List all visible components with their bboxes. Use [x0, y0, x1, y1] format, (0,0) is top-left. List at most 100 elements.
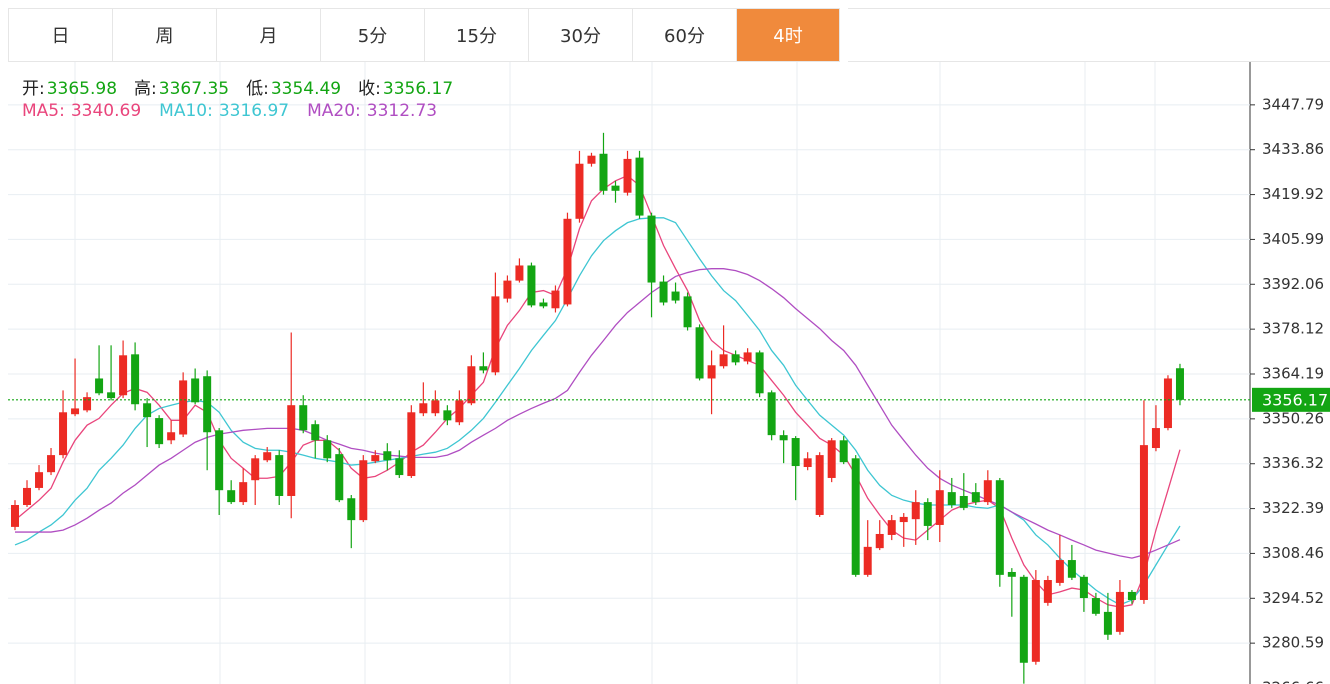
y-tick-label: 3266.66	[1262, 679, 1324, 684]
tab[interactable]: 15分	[424, 9, 528, 61]
candle-body	[623, 158, 632, 193]
candle-body	[215, 430, 224, 491]
candle-body	[1055, 560, 1064, 583]
candle-body	[203, 376, 212, 433]
candle-body	[899, 516, 908, 523]
candle-body	[1103, 611, 1112, 635]
candle-body	[1031, 580, 1040, 662]
candle-body	[935, 490, 944, 525]
y-tick-label: 3322.39	[1262, 499, 1324, 517]
legend-value: 3312.73	[366, 101, 438, 121]
candle-body	[1127, 591, 1136, 600]
candle-body	[851, 458, 860, 575]
candle-body	[659, 281, 668, 303]
legend-name: MA20:	[307, 101, 361, 121]
tab[interactable]: 60分	[632, 9, 736, 61]
candle-body	[779, 435, 788, 441]
candle-body	[995, 480, 1004, 575]
tab[interactable]: 日	[8, 9, 112, 61]
candle-body	[539, 302, 548, 307]
candle-body	[515, 265, 524, 281]
tab[interactable]: 5分	[320, 9, 424, 61]
legend-value: 3340.69	[70, 101, 142, 121]
ohlc-header: 开: 3365.98 高: 3367.35 低: 3354.49 收: 3356.17	[22, 74, 470, 99]
candle-body	[287, 405, 296, 496]
candle-body	[419, 403, 428, 414]
candle-body	[359, 460, 368, 521]
candle-body	[47, 455, 56, 473]
candle-body	[335, 454, 344, 501]
candle-body	[251, 458, 260, 481]
candle-body	[1091, 598, 1100, 614]
ohlc-value: 3356.17	[382, 79, 454, 99]
y-tick-label: 3294.52	[1262, 589, 1324, 607]
ohlc-label: 低:	[246, 79, 269, 99]
candle-body	[455, 400, 464, 423]
candle-body	[875, 533, 884, 549]
candle-body	[611, 185, 620, 191]
candle-body	[227, 490, 236, 503]
candle-body	[983, 480, 992, 503]
legend-name: MA5:	[22, 101, 65, 121]
candle-body	[743, 352, 752, 362]
candle-body	[95, 378, 104, 394]
ma-line	[15, 268, 1181, 559]
candle-body	[1079, 576, 1088, 599]
candle-body	[11, 505, 19, 527]
candle-body	[959, 495, 968, 508]
tab[interactable]: 月	[216, 9, 320, 61]
candle-body	[479, 366, 488, 371]
candle-body	[923, 502, 932, 526]
candle-body	[443, 410, 452, 421]
current-price-label: 3356.17	[1262, 390, 1328, 409]
y-tick-label: 3392.06	[1262, 275, 1324, 293]
candle-body	[395, 458, 404, 476]
candle-body	[155, 418, 164, 445]
candle-body	[23, 487, 32, 506]
ohlc-value: 3365.98	[46, 79, 118, 99]
candle-body	[1163, 378, 1172, 429]
candle-body	[407, 412, 416, 477]
legend-value: 3316.97	[218, 101, 290, 121]
candle-body	[971, 492, 980, 503]
candle-body	[707, 365, 716, 379]
y-tick-label: 3419.92	[1262, 185, 1324, 203]
candle-body	[887, 520, 896, 535]
candle-body	[311, 424, 320, 441]
candle-body	[1151, 428, 1160, 449]
candle-body	[1115, 591, 1124, 632]
candle-body	[167, 432, 176, 441]
candle-body	[827, 440, 836, 478]
candle-body	[239, 482, 248, 503]
candle-body	[179, 380, 188, 435]
time-grid	[74, 62, 1156, 684]
ma-lines	[14, 174, 1181, 608]
tab-bar-line	[848, 8, 1330, 62]
y-tick-label: 3378.12	[1262, 320, 1324, 338]
candle-body	[863, 546, 872, 575]
ma-line	[14, 174, 1181, 608]
tab[interactable]: 周	[112, 9, 216, 61]
candle-body	[143, 403, 152, 418]
candle-body	[299, 405, 308, 431]
candle-body	[431, 400, 440, 414]
candle-body	[191, 378, 200, 403]
candle-body	[839, 440, 848, 463]
candle-body	[275, 455, 284, 496]
ma-legend: MA5: 3340.69 MA10: 3316.97 MA20: 3312.73	[22, 101, 455, 121]
tab[interactable]: 30分	[528, 9, 632, 61]
candle-body	[527, 265, 536, 306]
candle-body	[599, 153, 608, 191]
ohlc-value: 3367.35	[158, 79, 230, 99]
tab[interactable]: 4时	[736, 9, 840, 61]
candle-body	[467, 366, 476, 404]
candle-body	[371, 455, 380, 462]
y-tick-label: 3336.32	[1262, 454, 1324, 472]
candle-body	[107, 392, 116, 399]
candle-body	[347, 498, 356, 521]
candle-body	[263, 452, 272, 461]
y-tick-label: 3433.86	[1262, 140, 1324, 158]
candle-body	[575, 163, 584, 219]
